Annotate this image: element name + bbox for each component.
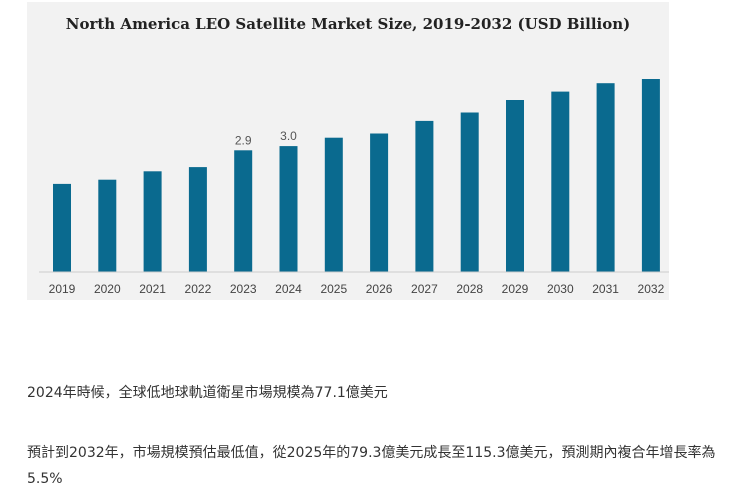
x-tick-label-2021: 2021 <box>139 282 166 296</box>
x-tick-label-2026: 2026 <box>366 282 393 296</box>
x-tick-label-2029: 2029 <box>502 282 529 296</box>
bar-2022 <box>188 167 207 272</box>
bar-2027 <box>415 120 434 273</box>
x-tick-label-2020: 2020 <box>94 282 121 296</box>
x-tick-label-2024: 2024 <box>275 282 302 296</box>
article-paragraph-2: 預計到2032年，市場規模預估最低值，從2025年的79.3億美元成長至115.… <box>27 445 716 487</box>
x-tick-label-2023: 2023 <box>230 282 257 296</box>
bar-2031 <box>596 83 615 272</box>
data-labels: 2.9 3.0 <box>235 129 297 147</box>
bar-2019 <box>53 183 71 272</box>
data-label-2023: 2.9 <box>235 133 252 147</box>
x-tick-label-2030: 2030 <box>547 282 574 296</box>
bar-2028 <box>460 112 479 272</box>
bars-group <box>53 79 660 273</box>
chart-canvas: North America LEO Satellite Market Size,… <box>39 15 669 296</box>
x-tick-label-2027: 2027 <box>411 282 438 296</box>
x-tick-label-2025: 2025 <box>320 282 347 296</box>
x-tick-label-2022: 2022 <box>185 282 212 296</box>
bar-2020 <box>98 179 117 272</box>
bar-chart: North America LEO Satellite Market Size,… <box>27 2 669 300</box>
bar-2024 <box>279 146 298 272</box>
x-tick-label-2031: 2031 <box>592 282 619 296</box>
chart-title: North America LEO Satellite Market Size,… <box>66 15 631 33</box>
bar-2026 <box>370 133 389 272</box>
data-label-2024: 3.0 <box>280 129 297 143</box>
x-tick-label-2019: 2019 <box>49 282 76 296</box>
x-axis-ticks: 2019 2020 2021 2022 2023 2024 2025 2026 2027 2028… <box>49 282 665 296</box>
bar-2029 <box>506 100 524 272</box>
bar-2030 <box>551 91 570 272</box>
bar-2021 <box>143 171 162 272</box>
x-tick-label-2028: 2028 <box>456 282 483 296</box>
bar-2023 <box>234 150 253 272</box>
x-tick-label-2032: 2032 <box>638 282 665 296</box>
article-paragraph-1: 2024年時候，全球低地球軌道衛星市場規模為77.1億美元 <box>27 385 388 401</box>
bar-2032 <box>641 79 660 272</box>
bar-2025 <box>324 137 343 272</box>
